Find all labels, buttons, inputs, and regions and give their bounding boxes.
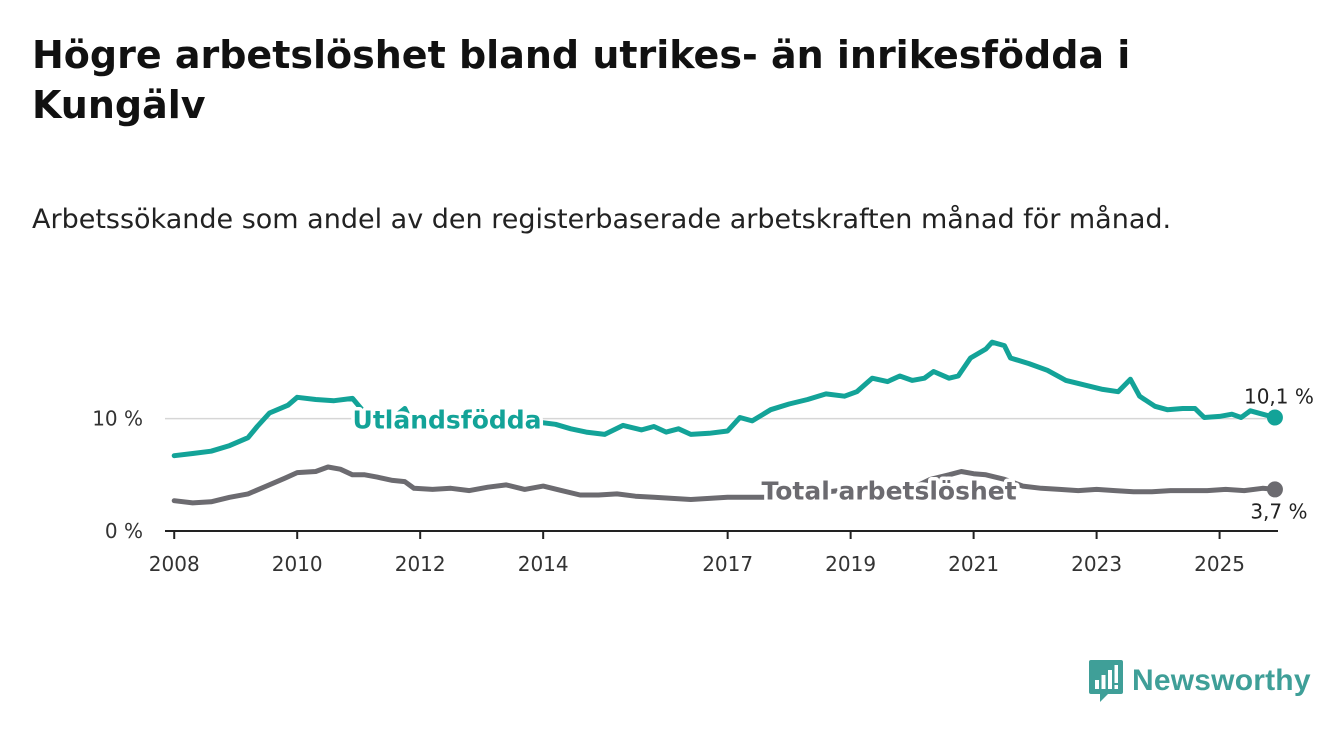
series-label-utlandsf-dda: Utlandsfödda [353, 406, 542, 435]
series-line-total-arbetsl-shet [171, 464, 1278, 506]
x-tick-label: 2012 [395, 552, 446, 576]
series-end-point-utlandsf-dda [1266, 409, 1283, 426]
x-tick-label: 2014 [518, 552, 569, 576]
chart-title: Högre arbetslöshet bland utrikes- än inr… [32, 33, 1131, 127]
end-value-label-utlandsf-dda: 10,1 % [1244, 385, 1314, 409]
y-tick-label: 10 % [92, 407, 143, 431]
series-lines [171, 339, 1283, 506]
series-line-utlandsf-dda [171, 339, 1278, 459]
series-label-total-arbetsl-shet: Total arbetslöshet [761, 476, 1016, 505]
chart-subtitle: Arbetssökande som andel av den registerb… [32, 204, 1172, 235]
x-tick-label: 2010 [272, 552, 323, 576]
x-tick-label: 2023 [1071, 552, 1122, 576]
series-labels: Utlandsfödda 10,1 % Total arbetslöshet 3,7 … [349, 382, 1316, 526]
series-end-point-total-arbetsl-shet [1266, 481, 1283, 498]
x-tick-label: 2019 [825, 552, 876, 576]
line-chart: 0 % 10 % 2008 2010 2012 2014 2017 2019 2021 2023 2… [92, 339, 1316, 576]
brand-name: Newsworthy [1132, 664, 1311, 697]
x-tick-label: 2025 [1194, 552, 1245, 576]
x-tick-label: 2017 [702, 552, 753, 576]
x-tick-label: 2021 [948, 552, 999, 576]
end-value-label-total-arbetsl-shet: 3,7 % [1250, 499, 1307, 523]
y-tick-label: 0 % [105, 519, 143, 543]
newsworthy-logo: Newsworthy [1088, 658, 1311, 704]
x-tick-label: 2008 [149, 552, 200, 576]
newsworthy-logo-icon [1089, 660, 1123, 702]
axes: 0 % 10 % 2008 2010 2012 2014 2017 2019 2021 2023 2… [92, 407, 1278, 576]
